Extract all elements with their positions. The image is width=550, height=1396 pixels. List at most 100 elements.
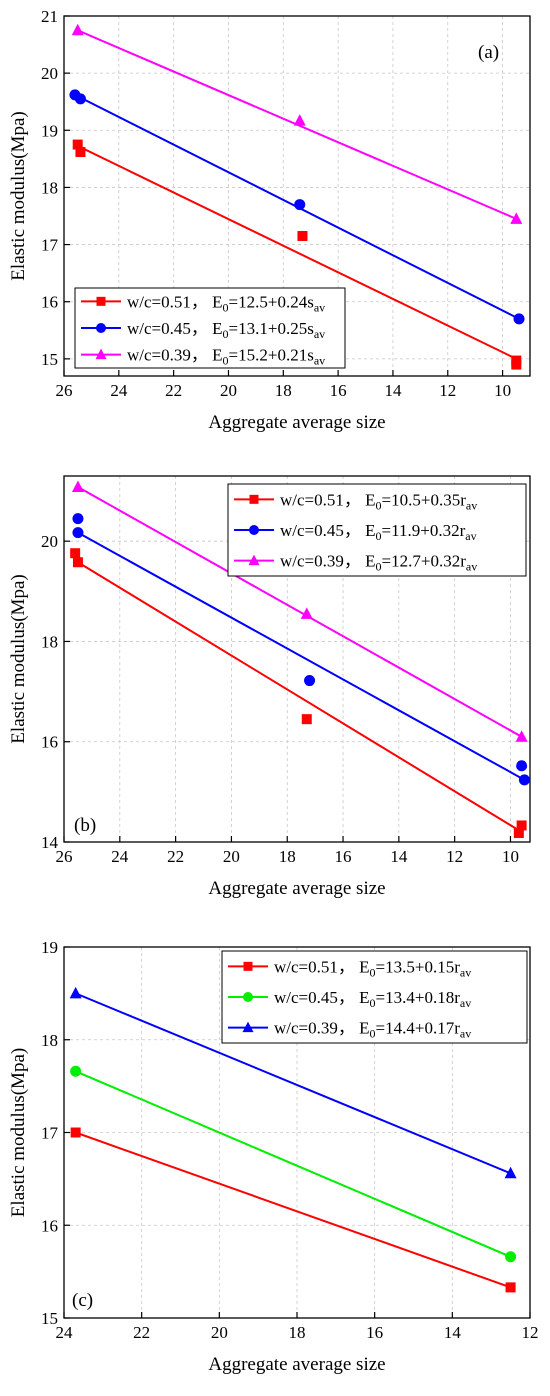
chart-panel-0: 26 24 22 20 18 16 14 12 10 15 16 17 18 19 20 21 Aggregat… [8,7,531,433]
x-tick-label: 12 [446,847,463,866]
legend-eq-body: =10.5+0.35r [382,490,467,509]
x-tick-label: 20 [223,847,240,866]
fit-line [74,143,517,360]
legend-frame [227,483,527,577]
legend-eq-body: =15.2+0.21s [229,346,314,365]
data-point [71,480,84,493]
panel-label: (b) [74,815,96,836]
data-point [249,525,259,535]
legend-series-name: w/c=0.39， [127,346,212,365]
x-tick-label: 18 [275,381,292,400]
legend-eq-body: =12.7+0.32r [382,552,467,571]
chart-panel-1: 26 24 22 20 18 16 14 12 10 14 16 18 20 Aggregate aver… [8,475,531,899]
x-tick-label: 12 [439,381,456,400]
x-tick-label: 20 [220,381,237,400]
y-tick-label: 15 [41,350,58,369]
data-point [70,1127,81,1138]
legend-label: w/c=0.45， E0=13.4+0.18rav [274,988,471,1010]
data-point [510,212,523,224]
x-axis-title: Aggregate average size [208,1354,385,1375]
fit-line [77,486,523,738]
legend-eq-subscript: av [314,354,325,368]
plot-frame [63,15,531,377]
legend-eq-subscript: 0 [370,965,376,979]
legend-eq-prefix: E [359,988,369,1007]
x-tick-label: 24 [111,847,129,866]
x-tick-label: 10 [502,847,519,866]
data-point [71,23,84,36]
legend-eq-subscript: av [460,996,471,1010]
fit-line [75,992,511,1175]
data-point [72,139,83,150]
x-tick-label: 16 [366,1323,383,1342]
legend-eq-subscript: av [314,327,325,341]
data-point [249,494,259,504]
legend-eq-prefix: E [365,521,375,540]
x-tick-label: 22 [167,847,184,866]
x-tick-label: 26 [56,381,73,400]
legend-eq-body: =11.9+0.32r [382,521,466,540]
x-tick-label: 22 [165,381,182,400]
data-point [516,760,528,772]
legend-eq-body: =14.4+0.17r [376,1019,461,1038]
legend-label: w/c=0.39， E0=12.7+0.32rav [280,552,477,574]
y-tick-label: 18 [41,632,58,651]
fit-line [75,1070,511,1258]
legend-eq-prefix: E [359,1019,369,1038]
legend-series-name: w/c=0.45， [280,521,365,540]
panel-label: (c) [72,1290,93,1311]
legend-eq-subscript: 0 [223,300,229,314]
data-point [511,359,522,370]
data-point [243,961,253,971]
legend-eq-prefix: E [365,552,375,571]
x-tick-label: 22 [133,1323,150,1342]
legend-series-name: w/c=0.51， [280,490,365,509]
data-point [95,348,107,360]
legend-label: w/c=0.51， E0=12.5+0.24sav [127,292,325,314]
data-point [70,548,81,559]
legend-eq-prefix: E [212,319,222,338]
data-point [243,992,253,1002]
data-point [72,557,83,568]
legend-label: w/c=0.51， E0=10.5+0.35rav [280,490,477,512]
x-tick-label: 12 [522,1323,539,1342]
data-point [75,147,86,157]
legend-series-name: w/c=0.51， [127,292,212,311]
y-tick-label: 16 [41,1216,58,1235]
grid [64,16,530,376]
legend-label: w/c=0.51， E0=13.5+0.15rav [274,957,471,979]
legend-eq-subscript: av [460,965,471,979]
data-point [513,313,525,325]
legend-label: w/c=0.45， E0=13.1+0.25sav [127,319,325,341]
series-0 [70,548,527,838]
data-point [96,296,106,306]
x-tick-label: 20 [211,1323,228,1342]
data-point [504,1166,517,1179]
data-point [69,986,82,999]
y-axis-title: Elastic modulus(Mpa) [8,574,29,743]
series-2 [69,986,517,1179]
legend-series-name: w/c=0.45， [127,319,212,338]
legend-eq-subscript: 0 [376,529,382,543]
fit-line [77,561,523,833]
y-tick-label: 16 [41,733,58,752]
data-point [515,730,528,742]
data-point [505,1282,516,1293]
data-point [518,774,530,786]
data-point [70,1065,82,1077]
legend-eq-prefix: E [212,346,222,365]
data-point [293,114,306,126]
legend-label: w/c=0.39， E0=15.2+0.21sav [127,346,325,368]
legend-eq-subscript: av [465,529,476,543]
legend-eq-subscript: av [314,300,325,314]
series-0 [70,1127,516,1293]
x-tick-label: 24 [56,1323,74,1342]
x-tick-label: 10 [494,381,511,400]
data-point [72,513,84,525]
data-point [505,1251,517,1263]
series-2 [71,23,523,224]
plot-frame [63,475,531,843]
legend-label: w/c=0.45， E0=11.9+0.32rav [280,521,477,543]
series-1 [70,1065,517,1263]
